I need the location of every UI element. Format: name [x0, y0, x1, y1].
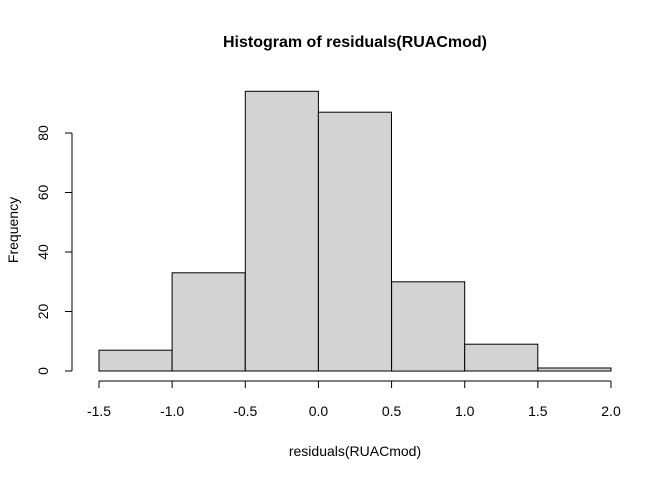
y-axis: 0 20 40 60 80 [35, 125, 73, 375]
x-axis-label: residuals(RUACmod) [289, 443, 421, 459]
x-tick-label: 0.5 [382, 403, 402, 419]
x-tick-label: 1.0 [455, 403, 475, 419]
y-tick-label: 40 [35, 244, 51, 260]
x-tick-label: 1.5 [528, 403, 548, 419]
y-tick-label: 80 [35, 125, 51, 141]
histogram-bar [244, 90, 319, 372]
histogram-bar [537, 367, 612, 372]
x-tick-label: -1.0 [160, 403, 184, 419]
chart-title: Histogram of residuals(RUACmod) [223, 34, 487, 51]
histogram-bar [171, 272, 246, 372]
histogram-bar [317, 111, 392, 372]
x-axis: -1.5 -1.0 -0.5 0.0 0.5 1.0 1.5 2.0 [87, 380, 621, 419]
x-tick-label: -1.5 [87, 403, 111, 419]
histogram-bar [391, 281, 466, 372]
histogram-bar [98, 349, 173, 372]
y-axis-label: Frequency [5, 197, 21, 263]
bars-group [98, 90, 612, 372]
y-tick-label: 60 [35, 185, 51, 201]
y-tick-label: 20 [35, 304, 51, 320]
x-tick-label: 0.0 [309, 403, 329, 419]
x-tick-label: 2.0 [601, 403, 621, 419]
y-tick-label: 0 [35, 367, 51, 375]
histogram-bar [464, 343, 539, 372]
x-tick-label: -0.5 [233, 403, 257, 419]
